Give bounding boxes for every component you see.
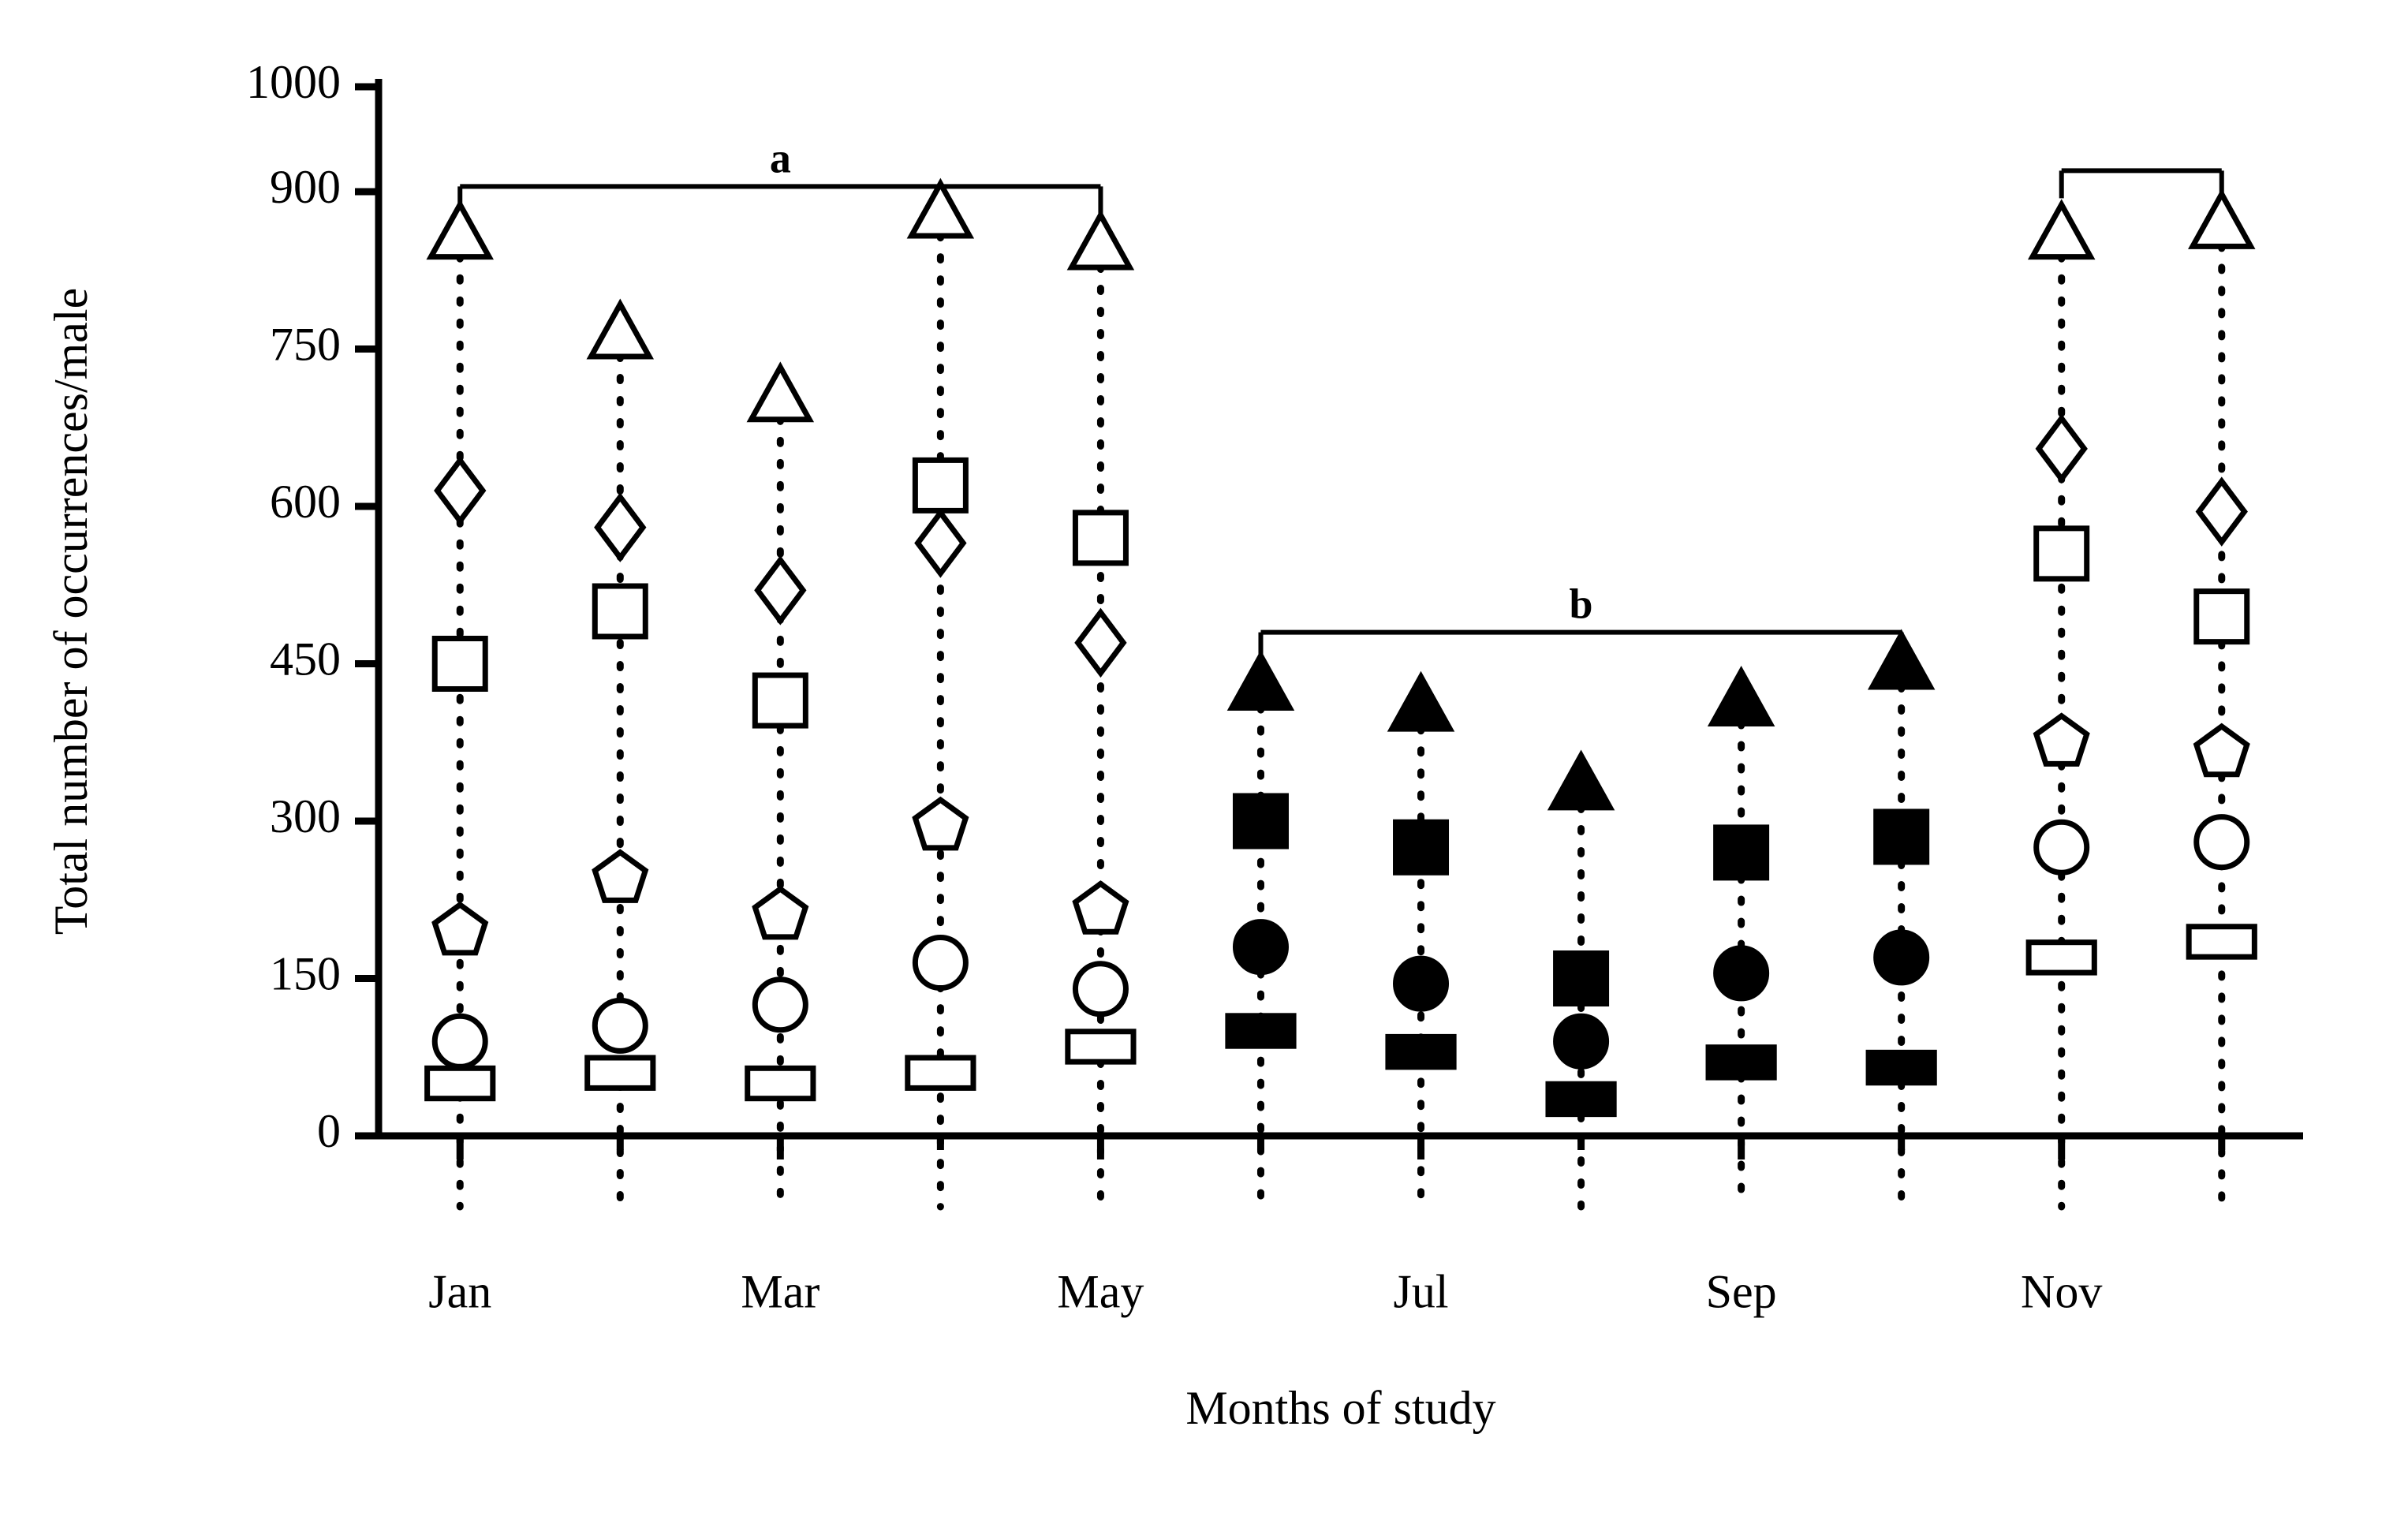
marker-circle [2037,822,2087,872]
x-tick-label: Jan [428,1265,491,1317]
marker-triangle [912,184,970,236]
marker-pentagon [595,853,645,901]
marker-pentagon [755,889,805,937]
marker-pentagon [2037,716,2087,764]
marker-diamond [2199,481,2245,542]
marker-rect-lower [2189,927,2254,957]
y-tick-label: 1000 [246,56,341,108]
marker-rect-lower [588,1058,653,1088]
marker-circle [915,938,965,988]
marker-square-upper [1716,827,1767,878]
marker-circle [595,1000,645,1051]
marker-rect-lower [1869,1052,1934,1082]
marker-triangle [431,204,489,256]
y-tick-label: 150 [270,947,341,999]
chart-container: 0 150 300 450 600 750 900 1000 Jan Mar May Jul Sep No… [0,0,2408,1531]
marker-rect-lower [1228,1016,1294,1046]
marker-square-upper [595,586,645,637]
marker-rect-lower [1068,1032,1133,1062]
marker-diamond [758,560,804,621]
marker-diamond [597,497,643,558]
annotation-bracket-a: a [460,134,1100,214]
marker-triangle [2033,204,2091,256]
marker-triangle [1872,635,1931,687]
x-tick-label: Jul [1394,1265,1449,1317]
marker-circle [2197,817,2247,868]
marker-triangle [1552,756,1611,808]
marker-triangle [1232,655,1290,708]
marker-triangle [591,304,649,357]
annotation-bracket-b: b [1260,581,1901,660]
y-axis-label: Total number of occurrences/male [45,288,97,935]
x-axis-label: Months of study [1185,1382,1495,1434]
marker-rect-lower [908,1058,973,1088]
x-tick-label: Sep [1706,1265,1777,1317]
marker-square-upper [1396,822,1447,872]
marker-circle [1876,932,1927,983]
marker-pentagon [435,905,485,953]
marker-rect-lower [1388,1036,1454,1066]
marker-square-upper [1876,812,1927,862]
marker-square-upper [915,460,965,510]
marker-rect-lower [1708,1047,1774,1077]
marker-square-upper [1556,954,1607,1004]
x-tick-label: Nov [2021,1265,2102,1317]
marker-square-upper [435,639,485,689]
marker-triangle [1072,215,1130,267]
marker-square-upper [2197,592,2247,642]
marker-square-upper [1235,796,1286,846]
marker-square-upper [2037,528,2087,579]
marker-square-upper [1075,513,1126,563]
x-tick-label: May [1057,1265,1144,1317]
marker-circle [755,980,805,1030]
annotation-label-b: b [1570,581,1593,628]
marker-triangle [1712,671,1771,723]
marker-rect-lower [2029,943,2094,973]
marker-diamond [918,513,964,573]
marker-diamond [1078,613,1124,674]
marker-diamond [437,461,483,521]
marker-square-upper [755,675,805,726]
marker-diamond [2039,418,2085,479]
marker-rect-lower [1548,1084,1614,1114]
marker-circle [1716,948,1767,999]
marker-pentagon [2197,726,2247,775]
marker-triangle [2193,194,2251,246]
chart-svg: 0 150 300 450 600 750 900 1000 Jan Mar May Jul Sep No… [0,0,2408,1531]
marker-rect-lower [427,1068,493,1098]
y-tick-label: 750 [270,318,341,370]
marker-pentagon [915,800,965,848]
annotation-label-a: a [770,134,791,181]
y-tick-label: 0 [317,1105,341,1157]
annotation-bracket-right [2062,170,2222,198]
marker-circle [435,1016,485,1066]
y-tick-label: 900 [270,161,341,213]
y-tick-label: 600 [270,476,341,528]
marker-triangle [1392,677,1450,729]
marker-rect-lower [748,1068,813,1098]
marker-circle [1396,958,1447,1009]
marker-triangle [752,368,810,420]
y-tick-label: 300 [270,790,341,842]
marker-pentagon [1075,883,1126,932]
y-tick-label: 450 [270,633,341,685]
x-tick-label: Mar [741,1265,819,1317]
marker-circle [1235,922,1286,973]
marker-circle [1556,1016,1607,1066]
marker-circle [1075,964,1126,1014]
